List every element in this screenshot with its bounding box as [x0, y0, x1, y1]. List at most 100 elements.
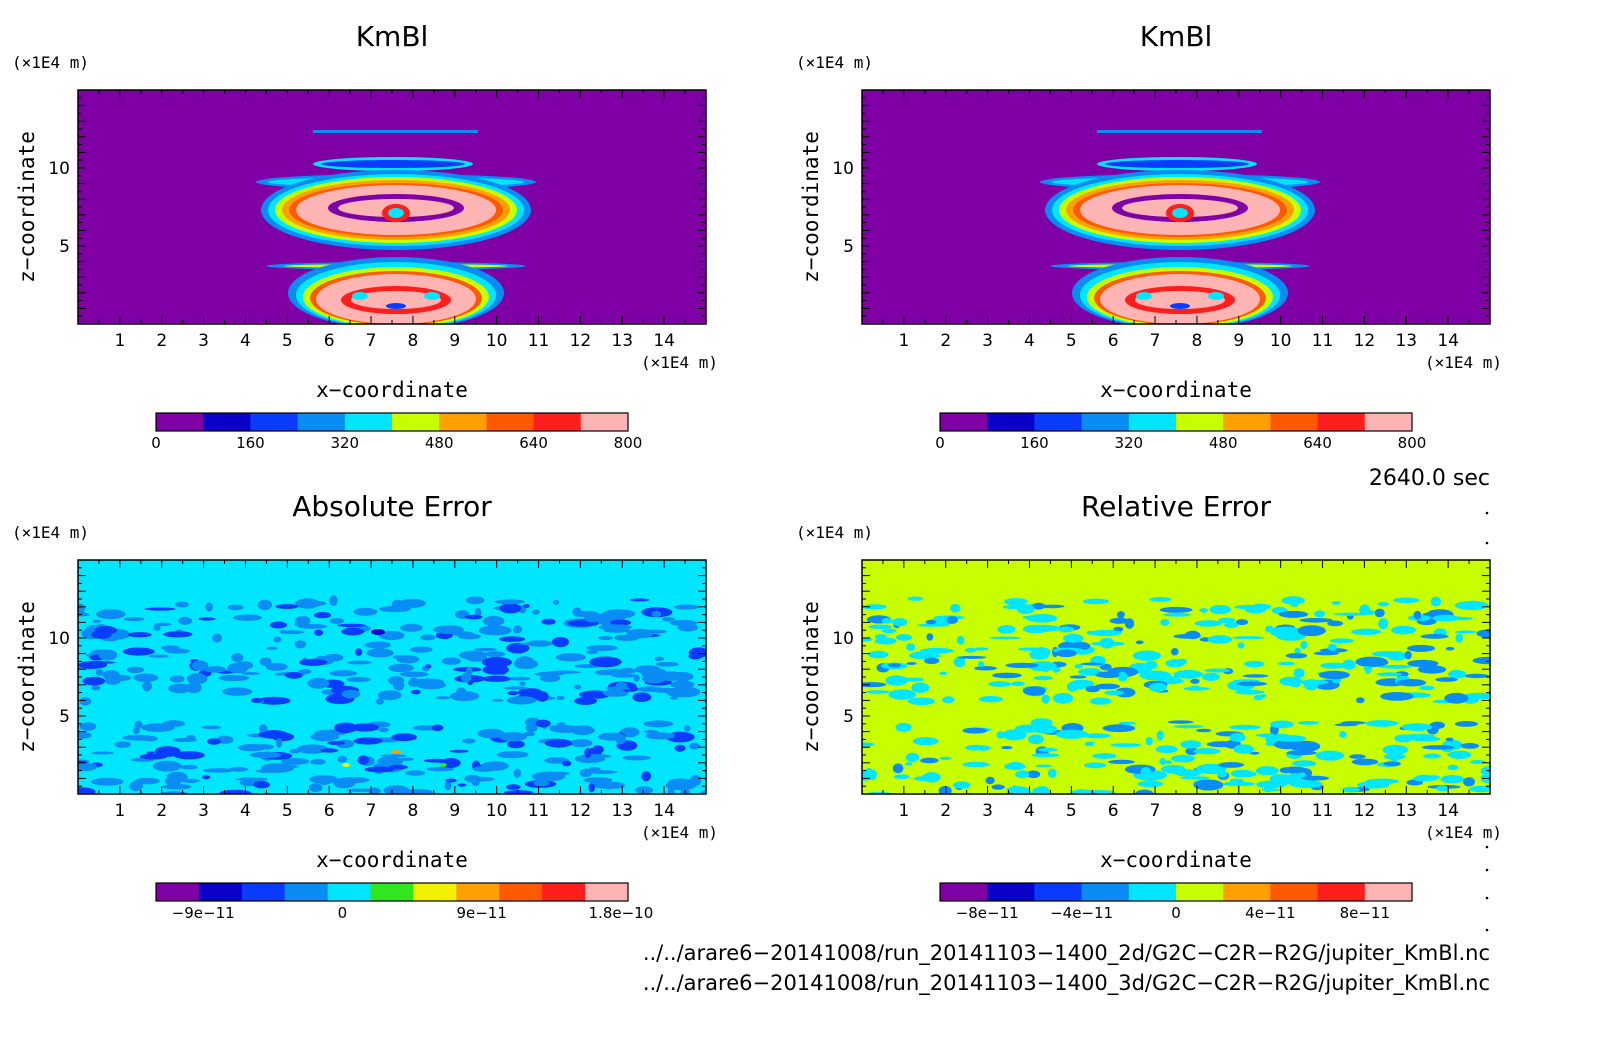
y-axis-label: z−coordinate [15, 131, 39, 283]
y-tick-label: 10 [48, 629, 70, 649]
x-axis-label: x−coordinate [316, 378, 468, 402]
colorbar-swatch [1270, 883, 1319, 901]
x-tick-label: 8 [1192, 801, 1203, 821]
colorbar-swatch [585, 883, 629, 901]
colorbar-swatch [156, 883, 200, 901]
colorbar-swatch [987, 413, 1035, 431]
margin-dot [1485, 511, 1489, 515]
y-tick-label: 5 [843, 707, 854, 727]
chart-title: KmBl [1140, 20, 1213, 53]
colorbar-swatch [1128, 413, 1177, 431]
x-tick-label: 1 [114, 331, 125, 351]
x-tick-label: 11 [528, 331, 550, 351]
margin-dot [1485, 896, 1489, 900]
x-tick-label: 3 [198, 331, 209, 351]
colorbar-swatch [1176, 413, 1224, 431]
colorbar-swatch [1034, 413, 1083, 431]
colorbar-swatch [1223, 883, 1271, 901]
y-unit-label: (×1E4 m) [796, 53, 873, 72]
x-tick-label: 8 [1192, 331, 1203, 351]
colorbar-tick-label: −8e−11 [956, 904, 1019, 922]
colorbar-swatch [1364, 413, 1413, 431]
x-tick-label: 12 [1354, 801, 1376, 821]
colorbar-swatch [580, 413, 629, 431]
y-tick-label: 10 [832, 159, 854, 179]
colorbar-tick-label: 320 [330, 434, 359, 452]
x-tick-label: 11 [1312, 801, 1334, 821]
x-tick-label: 2 [156, 801, 167, 821]
colorbar-swatch [940, 413, 988, 431]
x-tick-label: 12 [570, 331, 592, 351]
colorbar-swatch [1317, 883, 1366, 901]
colorbar-swatch [297, 413, 346, 431]
margin-dot [1485, 845, 1489, 849]
colorbar: −8e−11 −4e−11 0 4e−11 8e−11 [939, 882, 1413, 922]
y-unit-label: (×1E4 m) [12, 523, 89, 542]
x-tick-label: 1 [898, 801, 909, 821]
x-tick-label: 4 [1024, 801, 1035, 821]
x-tick-label: 6 [324, 801, 335, 821]
x-tick-label: 1 [898, 331, 909, 351]
colorbar-swatch [439, 413, 487, 431]
x-tick-label: 13 [611, 801, 633, 821]
x-tick-label: 5 [282, 331, 293, 351]
x-tick-label: 10 [1270, 331, 1292, 351]
colorbar: −9e−11 0 9e−11 1.8e−10 [155, 882, 654, 922]
x-tick-label: 9 [1233, 331, 1244, 351]
colorbar-tick-label: 8e−11 [1340, 904, 1390, 922]
footer-path-3d: ../../arare6−20141008/run_20141103−1400_… [642, 971, 1490, 995]
colorbar-swatch [940, 883, 988, 901]
colorbar-tick-label: 0 [935, 434, 945, 452]
x-axis-label: x−coordinate [1100, 848, 1252, 872]
colorbar-tick-label: 160 [1020, 434, 1049, 452]
plot-field [78, 560, 706, 794]
colorbar-tick-label: 640 [519, 434, 548, 452]
colorbar-tick-label: 800 [614, 434, 643, 452]
x-unit-label: (×1E4 m) [1425, 353, 1502, 372]
colorbar-swatch [1176, 883, 1224, 901]
x-unit-label: (×1E4 m) [641, 823, 718, 842]
colorbar-swatch [1034, 883, 1083, 901]
colorbar-tick-label: 0 [1171, 904, 1181, 922]
footer-path-2d: ../../arare6−20141008/run_20141103−1400_… [642, 941, 1490, 965]
x-unit-label: (×1E4 m) [641, 353, 718, 372]
y-tick-label: 5 [843, 237, 854, 257]
x-tick-label: 10 [486, 801, 508, 821]
colorbar-swatch [250, 413, 299, 431]
x-tick-label: 12 [570, 801, 592, 821]
x-tick-label: 14 [653, 331, 675, 351]
margin-dot [1485, 868, 1489, 872]
x-tick-label: 6 [324, 331, 335, 351]
colorbar-swatch [499, 883, 543, 901]
x-tick-label: 3 [982, 331, 993, 351]
colorbar-tick-label: 480 [425, 434, 454, 452]
y-tick-label: 5 [59, 707, 70, 727]
x-tick-label: 2 [940, 331, 951, 351]
colorbar-tick-label: 0 [151, 434, 161, 452]
x-unit-label: (×1E4 m) [1425, 823, 1502, 842]
x-tick-label: 9 [449, 801, 460, 821]
x-tick-label: 2 [156, 331, 167, 351]
colorbar-swatch [413, 883, 457, 901]
x-tick-label: 11 [528, 801, 550, 821]
x-tick-label: 4 [240, 801, 251, 821]
colorbar-swatch [987, 883, 1035, 901]
chart-title: KmBl [356, 20, 429, 53]
y-unit-label: (×1E4 m) [12, 53, 89, 72]
colorbar-swatch [344, 413, 393, 431]
chart-title: Absolute Error [292, 490, 492, 523]
colorbar-swatch [327, 883, 372, 901]
x-axis-label: x−coordinate [1100, 378, 1252, 402]
colorbar-swatch [156, 413, 204, 431]
time-label: 2640.0 sec [1368, 466, 1490, 491]
margin-dot [1485, 541, 1489, 545]
colorbar-swatch [1364, 883, 1413, 901]
y-unit-label: (×1E4 m) [796, 523, 873, 542]
colorbar-tick-label: 1.8e−10 [589, 904, 654, 922]
colorbar-swatch [1223, 413, 1271, 431]
x-tick-label: 6 [1108, 331, 1119, 351]
x-tick-label: 5 [1066, 331, 1077, 351]
